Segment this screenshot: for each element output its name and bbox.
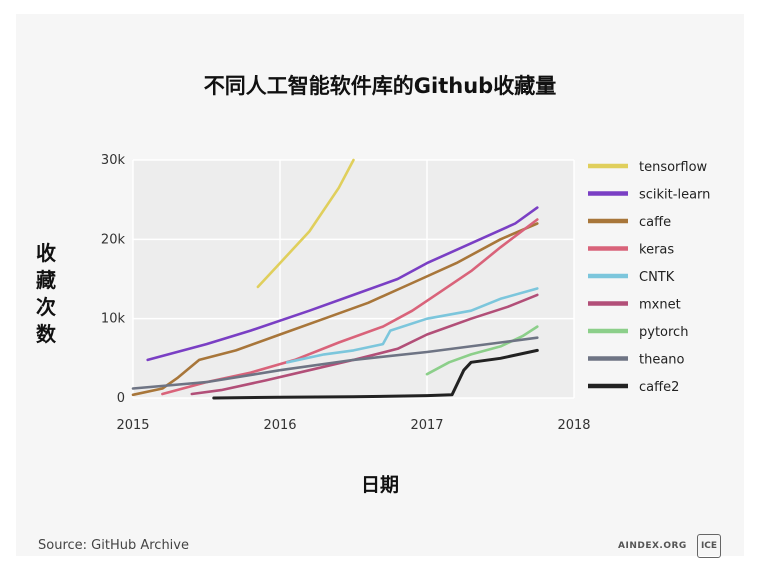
legend-label-scikit-learn: scikit-learn <box>639 188 710 203</box>
x-tick-label: 2015 <box>116 418 149 433</box>
legend-label-cntk: CNTK <box>639 270 675 285</box>
series-line-theano <box>131 336 539 390</box>
x-axis-label: 日期 <box>360 474 399 496</box>
chart-title: 不同人工智能软件库的Github收藏量 <box>203 74 557 98</box>
series-line-caffe2 <box>212 348 539 400</box>
x-tick-label: 2017 <box>410 418 443 433</box>
legend-label-theano: theano <box>639 353 685 368</box>
series-line-keras <box>161 218 539 396</box>
series-line-pytorch <box>425 325 539 376</box>
legend-label-mxnet: mxnet <box>639 298 681 313</box>
series-line-scikit-learn <box>146 206 539 362</box>
y-tick-label: 30k <box>101 153 126 168</box>
y-axis-label: 收藏次数 <box>36 241 56 346</box>
legend-label-tensorflow: tensorflow <box>639 160 708 175</box>
legend-label-pytorch: pytorch <box>639 325 688 340</box>
series-line-mxnet <box>190 293 539 396</box>
x-tick-label: 2018 <box>557 418 590 433</box>
brand-text: AINDEX.ORG <box>618 541 687 551</box>
legend-label-caffe: caffe <box>639 215 671 230</box>
y-tick-label: 0 <box>117 391 125 406</box>
y-tick-label: 20k <box>101 232 126 247</box>
source-note: Source: GitHub Archive <box>38 538 189 553</box>
series-line-caffe <box>131 222 539 397</box>
brand-logo: ICE <box>697 534 721 558</box>
legend-label-keras: keras <box>639 243 674 258</box>
series-line-cntk <box>285 287 539 364</box>
plot-area <box>133 160 574 398</box>
y-tick-label: 10k <box>101 312 126 327</box>
x-tick-label: 2016 <box>263 418 296 433</box>
legend-label-caffe2: caffe2 <box>639 380 679 395</box>
series-line-tensorflow <box>256 158 355 289</box>
